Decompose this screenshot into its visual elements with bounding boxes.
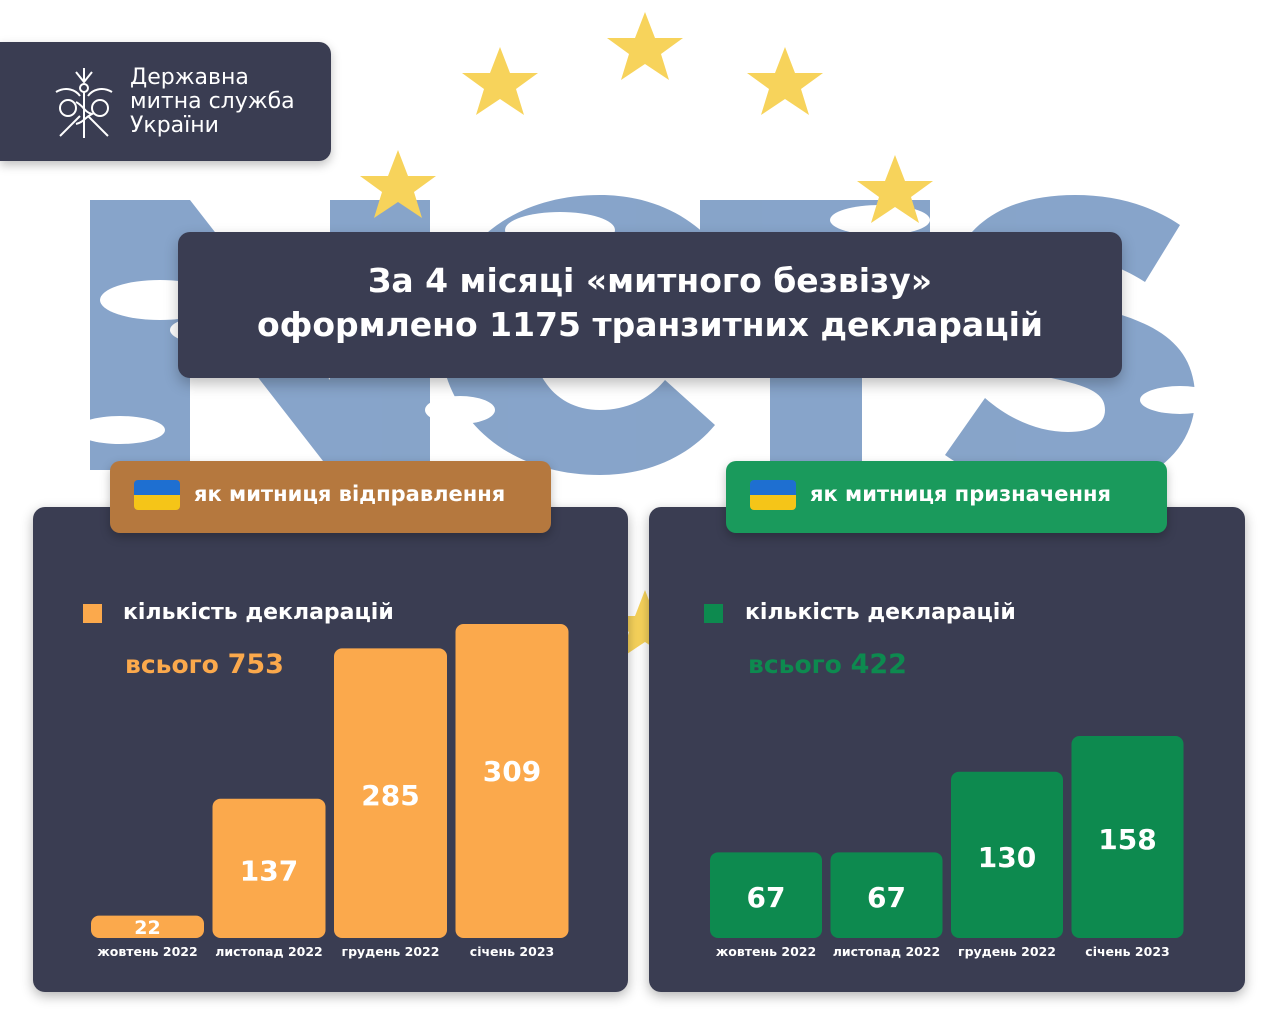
ukraine-flag-icon [750,480,796,510]
ukraine-flag-icon [134,480,180,510]
destination-bar [710,852,822,938]
departure-bar-value-label: 309 [483,755,541,788]
departure-bar-value-label: 285 [361,779,419,812]
org-name-line: митна служба [130,89,295,114]
headline-line-1: За 4 місяці «митного безвізу» [367,261,933,300]
departure-total: всього 753 [125,649,284,680]
destination-legend-swatch [704,604,723,623]
departure-bar [91,915,204,938]
destination-total-prefix: всього [748,650,842,679]
org-name-line: Державна [130,65,249,90]
destination-tab-label: як митниця призначення [810,482,1111,506]
destination-bar [1071,736,1184,938]
destination-category-label: грудень 2022 [958,944,1056,959]
departure-total-value: 753 [227,649,284,680]
destination-category-label: січень 2023 [1085,944,1169,959]
departure-bar-value-label: 137 [240,854,298,887]
org-name: Державна митна служба України [130,66,295,138]
destination-category-label: листопад 2022 [833,944,940,959]
destination-bar-value-label: 67 [747,881,786,914]
destination-bar [951,771,1063,938]
headline-card: За 4 місяці «митного безвізу» оформлено … [178,232,1122,378]
destination-bar-value-label: 67 [867,881,906,914]
destination-bar [830,852,943,938]
departure-tab-label: як митниця відправлення [194,482,506,506]
destination-bar-value-label: 130 [978,841,1036,874]
departure-category-label: жовтень 2022 [97,944,197,959]
departure-bar [212,798,326,938]
departure-category-label: листопад 2022 [215,944,322,959]
destination-bar-value-label: 158 [1098,823,1156,856]
departure-category-label: грудень 2022 [342,944,440,959]
destination-legend-label: кількість декларацій [745,600,1016,625]
destination-total: всього 422 [748,649,907,680]
departure-bar [455,624,569,938]
destination-tab: як митниця призначення [726,461,1167,533]
destination-total-value: 422 [850,649,907,680]
org-logo-card: Державна митна служба України [0,42,331,161]
departure-total-prefix: всього [125,650,219,679]
destination-category-label: жовтень 2022 [716,944,816,959]
headline-line-2: оформлено 1175 транзитних декларацій [256,305,1044,344]
departure-category-label: січень 2023 [470,944,554,959]
departure-bar-value-label: 22 [134,917,160,939]
customs-emblem-icon [55,68,113,138]
departure-legend-label: кількість декларацій [123,600,394,625]
departure-tab: як митниця відправлення [110,461,551,533]
departure-bar [334,648,447,938]
departure-legend-swatch [83,604,102,623]
org-name-line: України [130,113,219,138]
